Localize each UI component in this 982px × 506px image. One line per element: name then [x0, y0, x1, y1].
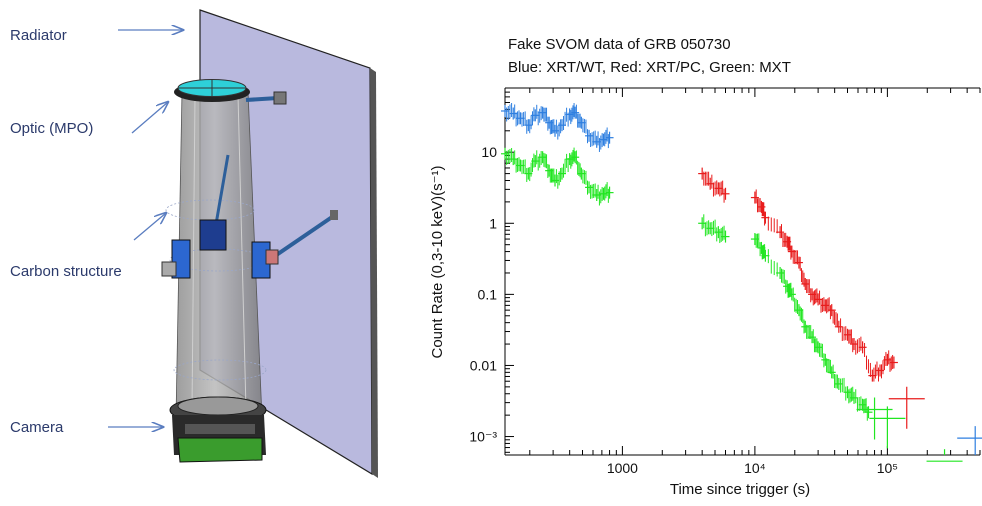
label-radiator: Radiator [10, 27, 67, 44]
x-axis-title: Time since trigger (s) [670, 481, 810, 498]
y-axis: 10⁻³ 0.01 0.1 1 10 [469, 87, 514, 453]
label-optic: Optic (MPO) [10, 120, 93, 137]
light-curve-chart: Fake SVOM data of GRB 050730 Blue: XRT/W… [420, 0, 982, 501]
arrow-optic [131, 102, 168, 134]
y-tick-label: 10 [481, 144, 497, 160]
strut-top [245, 96, 279, 102]
y-tick-label: 0.01 [470, 357, 497, 373]
y-tick-label: 0.1 [478, 286, 498, 302]
y-tick-label: 10⁻³ [469, 429, 497, 445]
y-tick-label: 1 [489, 215, 497, 231]
chart-svg: Fake SVOM data of GRB 050730 Blue: XRT/W… [429, 36, 982, 498]
series-xrt-wt [501, 103, 982, 455]
series-xrt-pc [698, 167, 925, 429]
plot-frame [504, 87, 980, 456]
instrument-drawing: Radiator Optic (MPO) Carbon structure Ca… [10, 9, 378, 478]
chart-title: Fake SVOM data of GRB 050730 [508, 36, 731, 53]
strut-middle [213, 154, 230, 231]
data-layer [501, 103, 982, 462]
camera-board [177, 437, 263, 463]
x-axis: 1000 10⁴ 10⁵ [529, 88, 981, 476]
x-tick-label: 10⁴ [744, 460, 766, 476]
radiator-panel-edge [370, 68, 378, 478]
instrument-diagram: Radiator Optic (MPO) Carbon structure Ca… [0, 0, 420, 501]
telescope-tube [176, 92, 262, 418]
chart-subtitle: Blue: XRT/WT, Red: XRT/PC, Green: MXT [508, 59, 791, 76]
label-camera: Camera [10, 419, 64, 436]
x-tick-label: 10⁵ [877, 460, 898, 476]
carbon-block [199, 219, 227, 251]
arrow-carbon [133, 213, 166, 241]
strut-right [270, 213, 337, 260]
y-axis-title: Count Rate (0,3-10 keV)(s⁻¹) [429, 166, 446, 359]
label-carbon-structure: Carbon structure [10, 263, 122, 280]
x-tick-label: 1000 [607, 460, 638, 476]
series-mxt [501, 147, 963, 462]
